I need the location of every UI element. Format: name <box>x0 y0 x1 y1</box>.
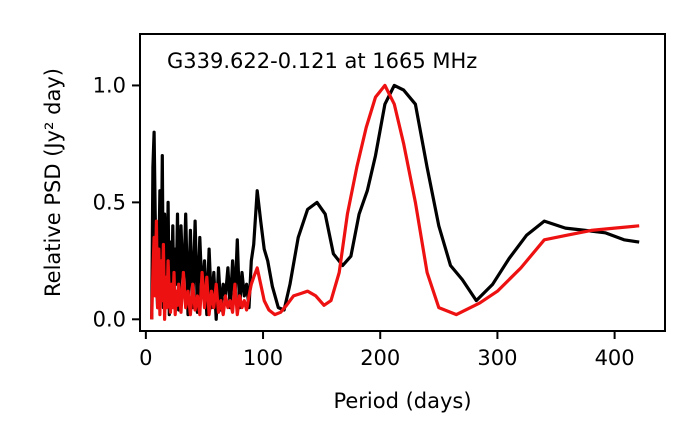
axes-group: 0 100 200 300 400 0.0 0.5 1.0 <box>93 73 635 370</box>
y-axis-label: Relative PSD (Jy² day) <box>41 68 65 297</box>
x-tick-label: 400 <box>595 346 635 370</box>
x-tick-label: 200 <box>360 346 400 370</box>
y-tick-label: 0.0 <box>93 307 126 331</box>
y-tick-label: 0.5 <box>93 190 126 214</box>
x-tick-label: 300 <box>477 346 517 370</box>
series-line-2 <box>150 83 640 321</box>
x-tick-label: 0 <box>139 346 152 370</box>
series-group <box>150 83 640 321</box>
x-axis-label: Period (days) <box>333 389 471 413</box>
chart-title: G339.622-0.121 at 1665 MHz <box>167 49 477 73</box>
x-tick-label: 100 <box>243 346 283 370</box>
y-tick-label: 1.0 <box>93 73 126 97</box>
